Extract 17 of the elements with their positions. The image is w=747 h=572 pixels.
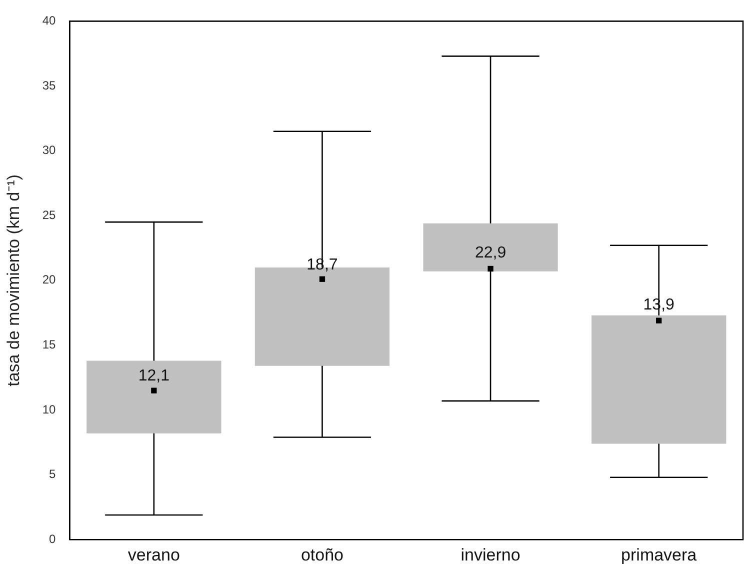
y-axis-title: tasa de movimiento (km d⁻¹)	[4, 174, 23, 386]
annotation: 18,7	[306, 256, 338, 274]
y-tick-label: 5	[49, 467, 56, 482]
y-tick-label: 20	[42, 272, 56, 287]
x-tick-label: verano	[128, 545, 180, 564]
y-tick-label: 40	[42, 14, 56, 28]
y-tick-label: 25	[42, 208, 56, 222]
y-tick-label: 10	[42, 402, 56, 416]
x-tick-label: primavera	[621, 545, 698, 564]
y-tick-label: 0	[49, 532, 56, 546]
annotation: 12,1	[138, 368, 170, 385]
x-tick-label: otoño	[300, 545, 344, 564]
y-tick-label: 15	[42, 338, 56, 352]
y-tick-label: 35	[42, 78, 56, 92]
x-tick-label: invierno	[460, 545, 520, 564]
annotation: 22,9	[474, 244, 506, 262]
y-tick-label: 30	[42, 143, 56, 158]
